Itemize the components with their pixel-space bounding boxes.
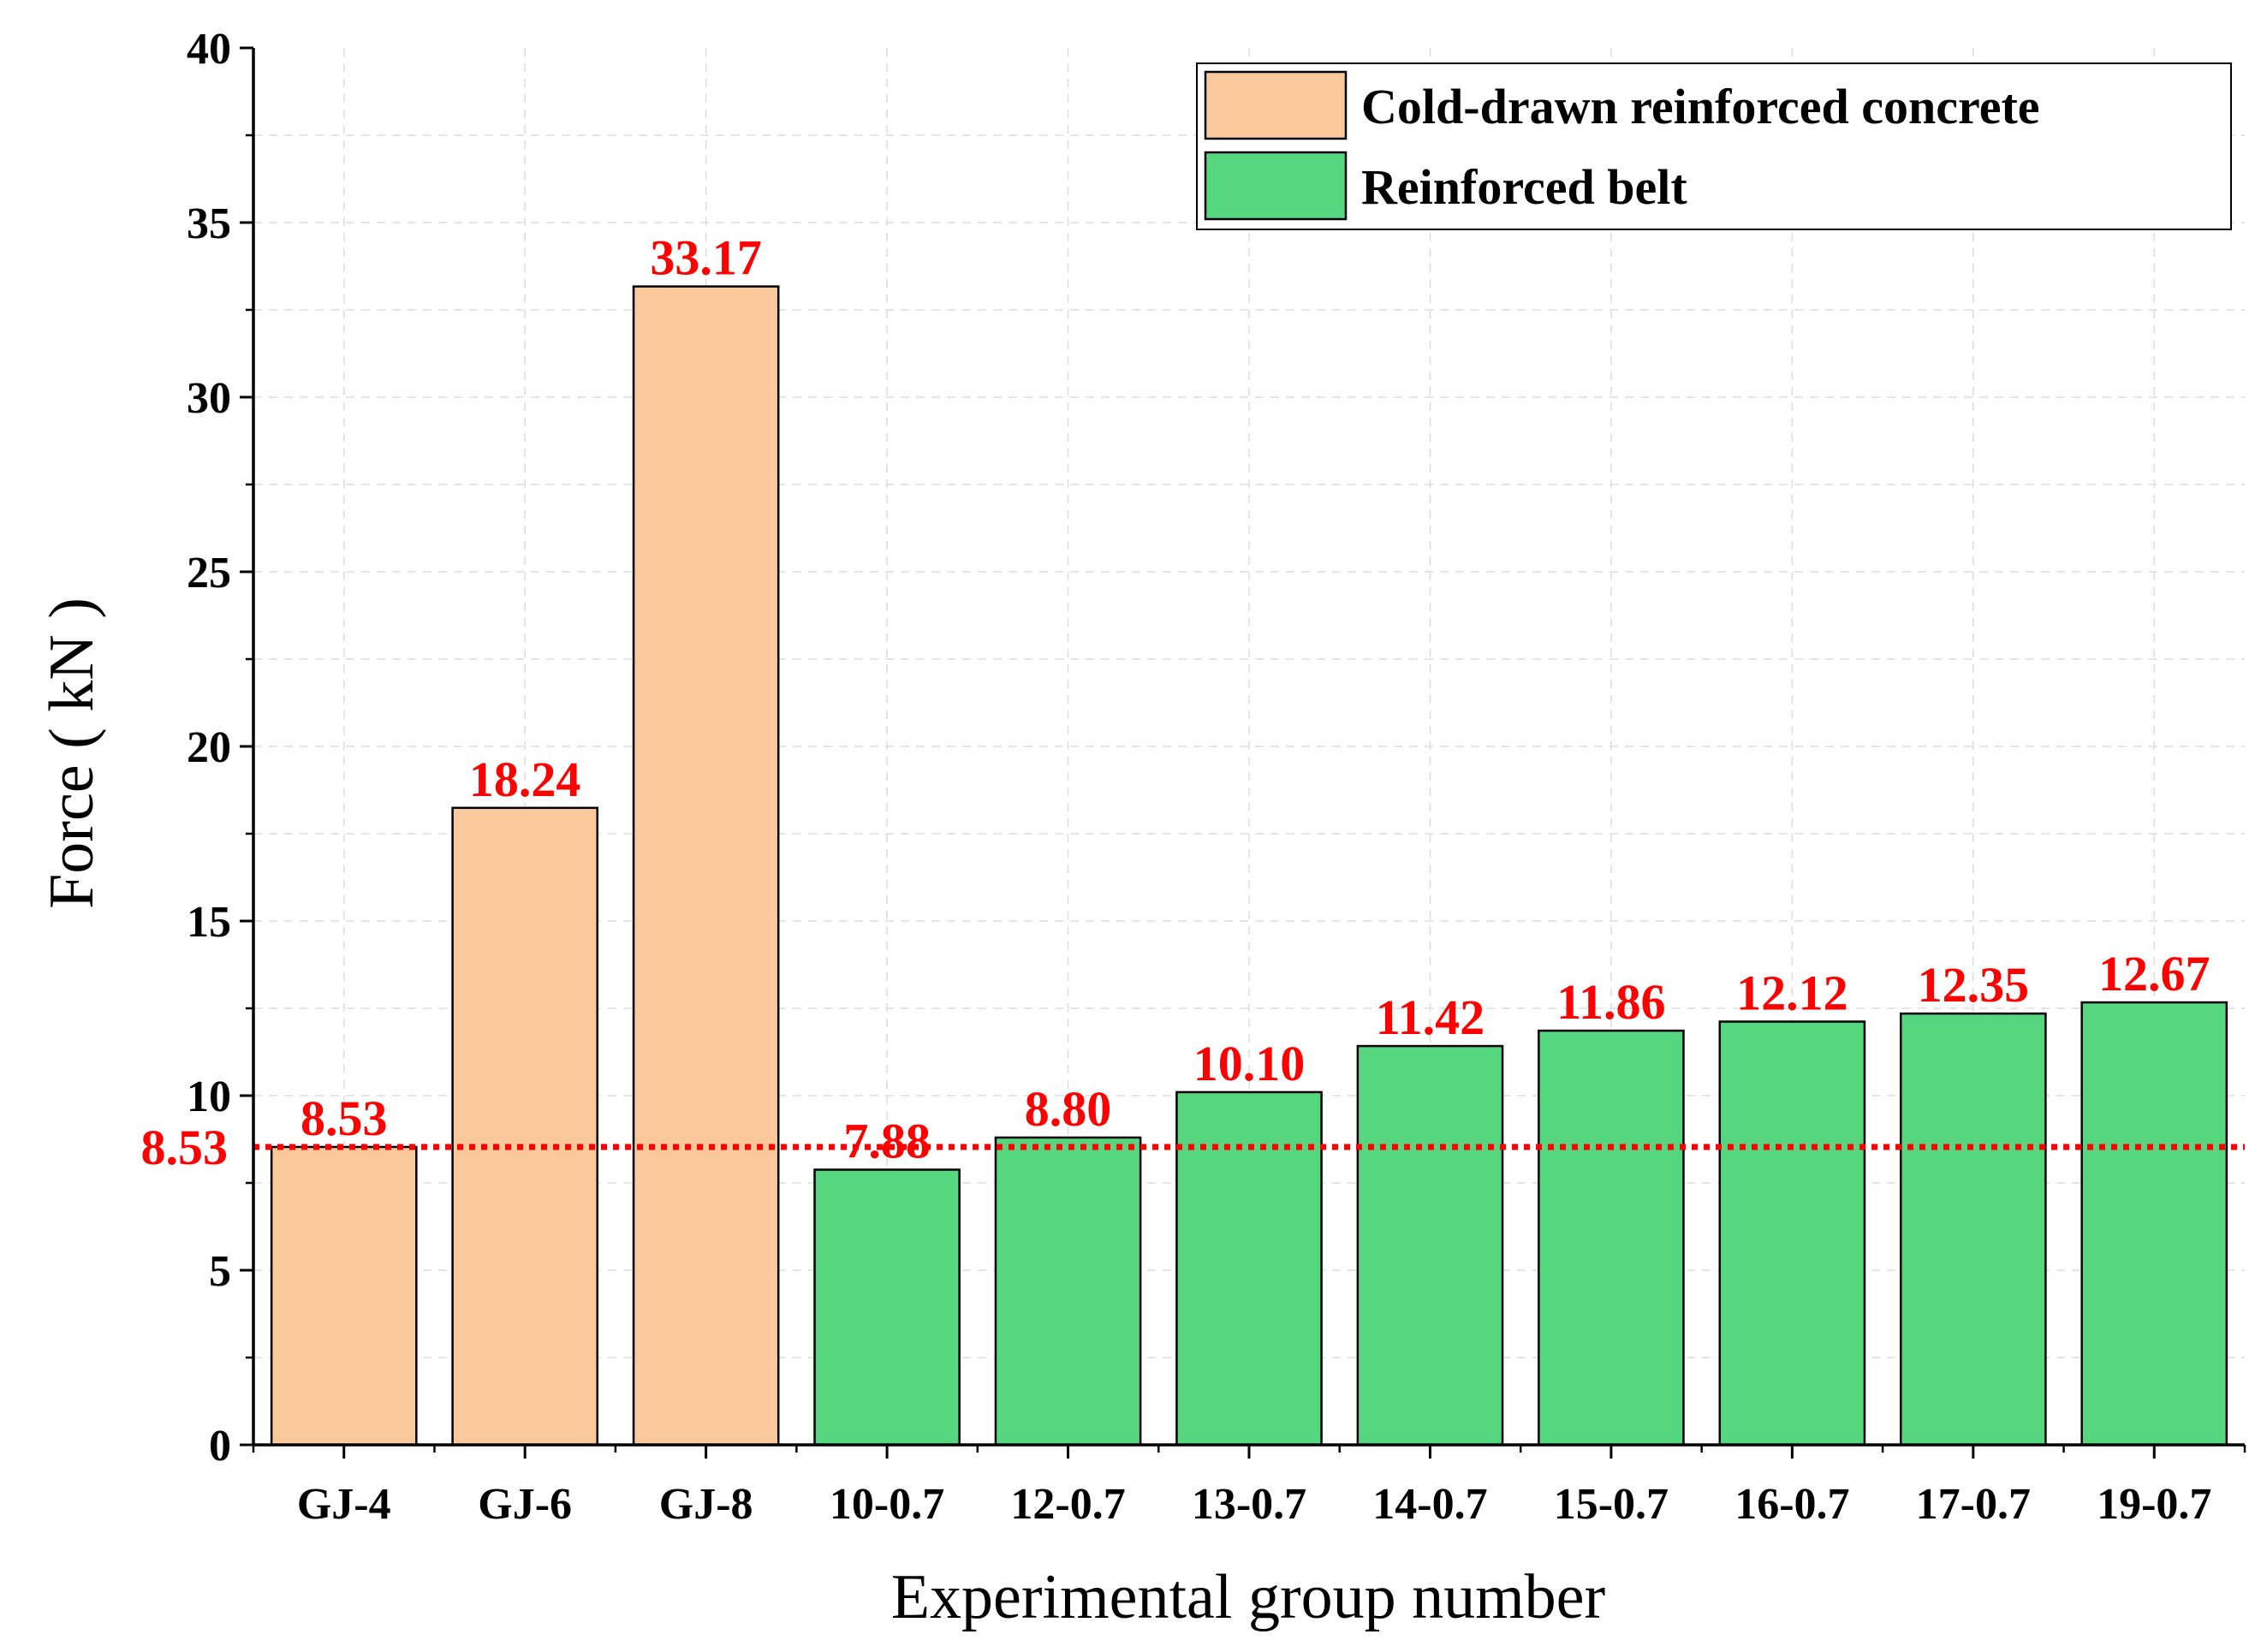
y-tick-label-20: 20 <box>187 723 231 772</box>
y-tick-label-0: 0 <box>209 1422 231 1471</box>
value-label-13-0.7: 10.10 <box>1193 1036 1306 1091</box>
bar-12-0.7 <box>994 1136 1142 1447</box>
value-label-GJ-8: 33.17 <box>650 230 762 286</box>
x-axis-title: Experimental group number <box>891 1562 1605 1632</box>
value-label-GJ-4: 8.53 <box>300 1090 388 1146</box>
legend: Cold-drawn reinforced concrete Reinforce… <box>1196 62 2232 230</box>
value-label-16-0.7: 12.12 <box>1736 966 1848 1021</box>
x-tick-label-14-0.7: 14-0.7 <box>1372 1480 1487 1529</box>
reference-line-group: 8.53 <box>141 1120 2245 1175</box>
value-label-GJ-6: 18.24 <box>469 752 581 807</box>
legend-swatch-cold-drawn <box>1204 70 1348 140</box>
x-tick-label-GJ-8: GJ-8 <box>659 1480 753 1529</box>
y-tick-label-10: 10 <box>187 1073 231 1121</box>
bar-17-0.7 <box>1899 1012 2047 1447</box>
x-tick-label-15-0.7: 15-0.7 <box>1554 1480 1669 1529</box>
bar-GJ-4 <box>270 1145 418 1447</box>
bar-10-0.7 <box>813 1168 961 1447</box>
value-label-19-0.7: 12.67 <box>2098 946 2210 1001</box>
y-tick-label-5: 5 <box>209 1247 231 1296</box>
bar-14-0.7 <box>1356 1044 1504 1447</box>
y-tick-label-35: 35 <box>187 199 231 248</box>
x-tick-label-17-0.7: 17-0.7 <box>1916 1480 2031 1529</box>
x-tick-label-12-0.7: 12-0.7 <box>1010 1480 1125 1529</box>
legend-swatch-reinforced-belt <box>1204 151 1348 221</box>
legend-label-cold-drawn: Cold-drawn reinforced concrete <box>1361 79 2040 134</box>
value-label-15-0.7: 11.86 <box>1556 974 1665 1030</box>
legend-label-reinforced-belt: Reinforced belt <box>1361 159 1687 215</box>
bars <box>270 285 2228 1447</box>
y-tick-label-40: 40 <box>187 25 231 74</box>
bar-GJ-6 <box>451 806 599 1447</box>
x-tick-label-19-0.7: 19-0.7 <box>2097 1480 2211 1529</box>
value-label-12-0.7: 8.80 <box>1025 1081 1112 1137</box>
legend-box <box>1196 62 2232 230</box>
value-label-17-0.7: 12.35 <box>1918 957 2030 1013</box>
bar-16-0.7 <box>1718 1020 1866 1447</box>
x-tick-label-13-0.7: 13-0.7 <box>1192 1480 1306 1529</box>
y-tick-label-25: 25 <box>187 549 231 597</box>
x-tick-label-GJ-4: GJ-4 <box>297 1480 391 1529</box>
value-label-14-0.7: 11.42 <box>1376 989 1485 1045</box>
y-tick-label-15: 15 <box>187 898 231 947</box>
value-label-10-0.7: 7.88 <box>843 1113 931 1168</box>
bar-GJ-8 <box>632 285 780 1447</box>
x-tick-label-16-0.7: 16-0.7 <box>1734 1480 1849 1529</box>
y-axis-title: Force ( kN ) <box>37 597 107 909</box>
bar-19-0.7 <box>2080 1001 2228 1447</box>
value-labels: 8.53 18.24 33.17 7.88 8.80 10.10 11.42 11.86 12.… <box>300 230 2210 1169</box>
bar-15-0.7 <box>1538 1029 1685 1447</box>
reference-line-label: 8.53 <box>141 1120 229 1175</box>
x-tick-label-10-0.7: 10-0.7 <box>830 1480 944 1529</box>
y-tick-label-30: 30 <box>187 374 231 423</box>
axes: GJ-4 GJ-6 GJ-8 10-0.7 12-0.7 13-0.7 14-0.7 15-0… <box>187 25 2246 1529</box>
x-tick-label-GJ-6: GJ-6 <box>478 1480 572 1529</box>
